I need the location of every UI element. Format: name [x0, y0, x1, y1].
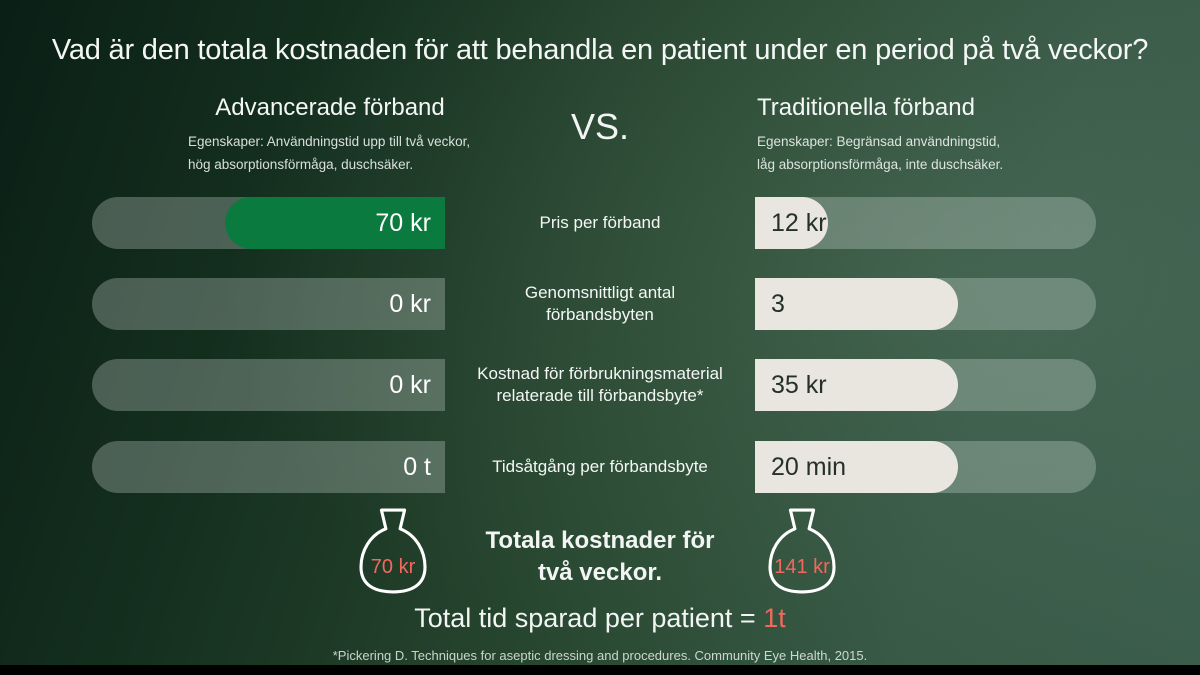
traditional-price-segment: 12 kr — [755, 197, 828, 249]
advanced-column-traits: Egenskaper: Användningstid upp till två … — [188, 131, 470, 177]
traditional-traits-line1: Egenskaper: Begränsad användningstid, — [757, 134, 1001, 149]
traditional-traits-line2: låg absorptionsförmåga, inte duschsäker. — [757, 156, 1004, 172]
bottom-black-strip — [0, 665, 1200, 675]
advanced-traits-line2: hög absorptionsförmåga, duschsäker. — [188, 156, 414, 172]
advanced-bar-time: 0 t — [92, 441, 445, 493]
money-bag-icon — [768, 508, 836, 594]
metric-consumables-line1: Kostnad för förbrukningsmaterial — [477, 363, 723, 383]
metric-label-time: Tidsåtgång per förbandsbyte — [455, 441, 745, 493]
metric-changes-line2: förbandsbyten — [546, 305, 654, 324]
traditional-total-bag: 141 kr — [762, 506, 842, 596]
money-bag-icon — [359, 508, 427, 594]
traditional-bar-changes: 3 — [755, 278, 1096, 330]
metric-time-line1: Tidsåtgång per förbandsbyte — [492, 456, 708, 476]
metric-label-consumables: Kostnad för förbrukningsmaterial relater… — [455, 359, 745, 411]
advanced-price-value: 70 kr — [375, 208, 431, 237]
advanced-column-heading: Advancerade förband — [215, 94, 445, 121]
traditional-consumables-segment: 35 kr — [755, 359, 958, 411]
metric-label-changes: Genomsnittligt antal förbandsbyten — [455, 278, 745, 330]
traditional-bar-time: 20 min — [755, 441, 1096, 493]
traditional-bar-price: 12 kr — [755, 197, 1096, 249]
traditional-bar-consumables: 35 kr — [755, 359, 1096, 411]
traditional-column-heading: Traditionella förband — [757, 94, 975, 121]
advanced-changes-value: 0 kr — [389, 289, 431, 318]
advanced-bar-consumables: 0 kr — [92, 359, 445, 411]
vs-label: VS. — [570, 106, 630, 147]
advanced-total-bag: 70 kr — [353, 506, 433, 596]
advanced-bar-price: 70 kr — [92, 197, 445, 249]
traditional-changes-segment: 3 — [755, 278, 958, 330]
advanced-time-value: 0 t — [403, 452, 431, 481]
time-saved-line: Total tid sparad per patient = 1t — [0, 603, 1200, 634]
time-saved-prefix: Total tid sparad per patient = — [414, 603, 764, 633]
traditional-consumables-value: 35 kr — [771, 370, 827, 399]
totals-heading-line2: två veckor. — [537, 559, 663, 587]
traditional-changes-value: 3 — [771, 289, 785, 318]
metric-label-price: Pris per förband — [455, 197, 745, 249]
metric-changes-line1: Genomsnittligt antal — [524, 282, 676, 302]
traditional-total-value: 141 kr — [774, 556, 830, 578]
time-saved-value: 1t — [763, 603, 786, 633]
advanced-traits-line1: Egenskaper: Användningstid upp till två … — [188, 134, 471, 149]
advanced-total-value: 70 kr — [370, 556, 416, 578]
metric-price-line1: Pris per förband — [539, 212, 661, 232]
totals-heading-line1: Totala kostnader för — [485, 527, 715, 554]
traditional-price-value: 12 kr — [771, 208, 827, 237]
advanced-bar-price-fill — [225, 197, 445, 249]
footnote: *Pickering D. Techniques for aseptic dre… — [332, 648, 868, 663]
advanced-consumables-value: 0 kr — [389, 370, 431, 399]
advanced-bar-changes: 0 kr — [92, 278, 445, 330]
traditional-column-traits: Egenskaper: Begränsad användningstid, lå… — [757, 131, 1003, 177]
totals-heading: Totala kostnader för två veckor. — [455, 525, 745, 590]
traditional-time-segment: 20 min — [755, 441, 958, 493]
traditional-time-value: 20 min — [771, 452, 847, 481]
page-title: Vad är den totala kostnaden för att beha… — [51, 34, 1149, 66]
metric-consumables-line2: relaterade till förbandsbyte* — [496, 386, 704, 405]
